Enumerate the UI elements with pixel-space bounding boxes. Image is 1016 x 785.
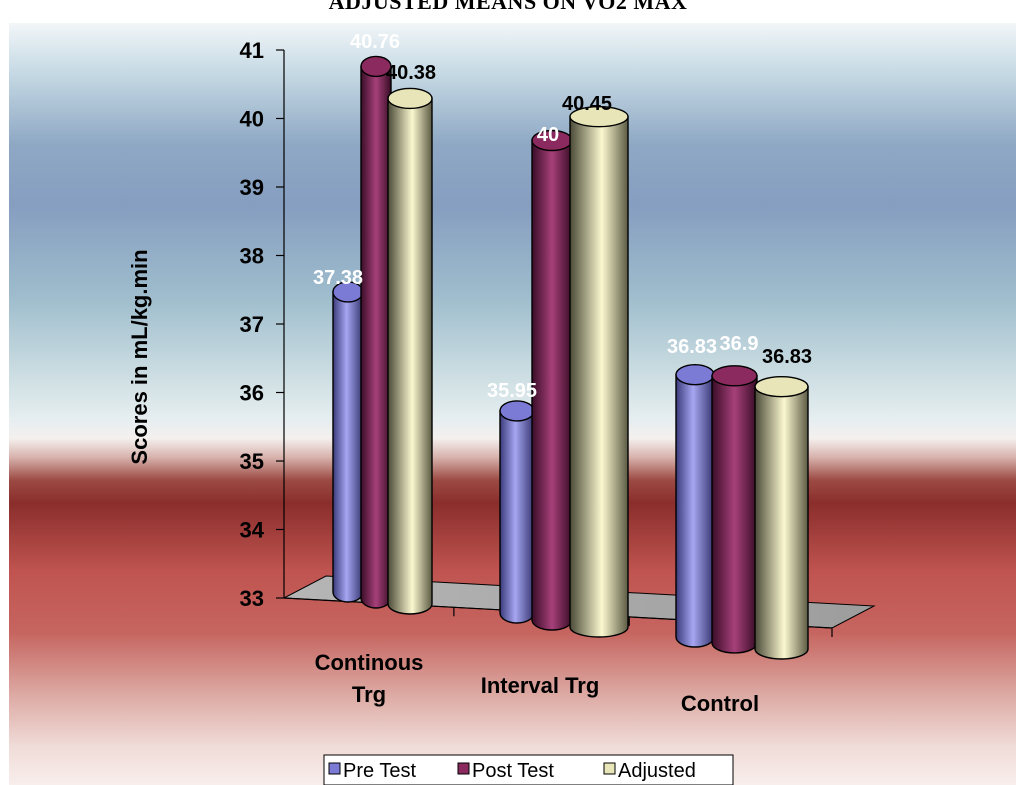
bar-pre-test [332,281,364,603]
data-label: 40.76 [350,31,400,53]
bar-top [387,87,433,110]
bar-adjusted [387,87,433,615]
bar-top [675,363,715,386]
y-tick-label: 38 [240,244,264,269]
data-label: 36.83 [762,346,812,368]
bar-top [754,375,809,398]
bar-body [675,373,715,648]
bar-top [499,400,535,422]
bar-post-test [711,365,758,654]
bar-adjusted [754,375,809,660]
legend: Pre Test Post Test Adjusted [323,754,734,785]
data-label: 36.83 [667,336,717,358]
data-label: 35.95 [487,380,537,402]
legend-swatch [457,762,470,775]
bar-body [569,115,629,638]
bar-body [387,97,433,615]
bar-top [711,365,758,387]
chart-title: ADJUSTED MEANS ON VO2 MAX [328,0,688,14]
bar-body [711,375,758,654]
data-label: 40.38 [386,62,436,84]
y-tick-label: 35 [240,449,264,474]
bar-pre-test [499,400,535,624]
bar-pre-test [675,363,715,648]
category-label: Control [681,691,759,716]
y-tick-label: 41 [240,38,264,63]
y-axis-title: Scores in mL/kg.min [127,249,152,464]
bar-post-test [360,55,392,609]
y-tick-label: 34 [240,518,265,543]
y-tick-label: 37 [240,312,264,337]
data-label: 37.38 [313,267,363,289]
legend-label: Adjusted [618,760,696,782]
bar-body [531,139,573,631]
y-tick-label: 33 [240,586,264,611]
data-label: 36.9 [720,333,759,355]
bar-body [332,291,364,603]
legend-swatch [603,762,616,775]
category-label: Trg [352,682,386,707]
legend-label: Pre Test [343,760,416,782]
bar-post-test [531,129,573,631]
legend-item-adjusted: Adjusted [603,760,696,782]
bar-body [499,410,535,624]
data-label: 40 [537,124,559,146]
y-tick-label: 36 [240,381,264,406]
category-label: Continous [315,650,424,675]
legend-swatch [328,762,341,775]
legend-item-pre-test: Pre Test [328,760,416,782]
legend-item-post-test: Post Test [457,760,554,782]
bar-body [360,65,392,609]
data-label: 40.45 [562,93,612,115]
y-tick-label: 39 [240,175,264,200]
category-label: Interval Trg [481,673,600,698]
legend-label: Post Test [472,760,554,782]
bar-top [569,105,629,128]
y-tick-label: 40 [240,107,264,132]
bar-body [754,385,809,660]
bar-top [360,55,392,78]
legend-box [323,754,734,785]
bar-adjusted [569,105,629,638]
